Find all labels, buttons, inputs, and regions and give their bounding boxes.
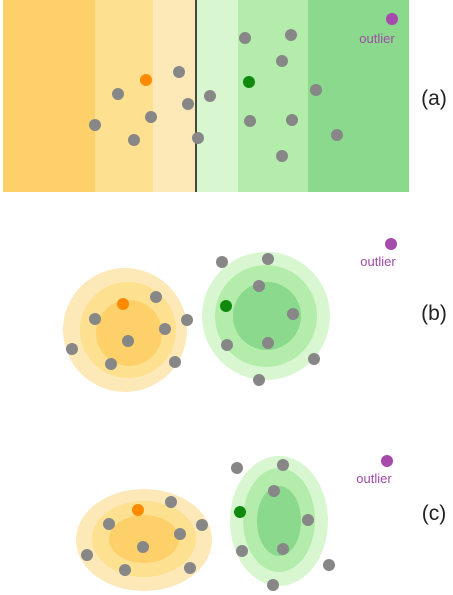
green-cluster-inner <box>257 486 301 556</box>
data-point <box>173 66 185 78</box>
green-prototype-point <box>234 506 246 518</box>
panel-c-points <box>81 459 335 591</box>
outlier-label: outlier <box>359 31 395 46</box>
orange-prototype-point <box>132 504 144 516</box>
data-point <box>182 98 194 110</box>
data-point <box>310 84 322 96</box>
data-point <box>66 343 78 355</box>
orange-band-near <box>153 0 196 192</box>
data-point <box>308 353 320 365</box>
data-point <box>277 459 289 471</box>
data-point <box>277 543 289 555</box>
data-point <box>302 514 314 526</box>
data-point <box>285 29 297 41</box>
outlier-point <box>386 13 398 25</box>
data-point <box>216 256 228 268</box>
data-point <box>192 132 204 144</box>
data-point <box>244 115 256 127</box>
data-point <box>137 541 149 553</box>
data-point <box>286 114 298 126</box>
data-point <box>221 339 233 351</box>
data-point <box>287 308 299 320</box>
orange-cluster-inner <box>96 300 162 366</box>
data-point <box>196 519 208 531</box>
data-point <box>236 545 248 557</box>
data-point <box>169 356 181 368</box>
data-point <box>239 32 251 44</box>
panel-label: (c) <box>422 502 447 525</box>
green-prototype-point <box>220 300 232 312</box>
data-point <box>268 485 280 497</box>
data-point <box>253 374 265 386</box>
orange-prototype-point <box>117 298 129 310</box>
data-point <box>81 549 93 561</box>
data-point <box>112 88 124 100</box>
panel-c: outlier (c) <box>76 455 446 591</box>
data-point <box>181 314 193 326</box>
green-band-near <box>196 0 238 192</box>
data-point <box>262 337 274 349</box>
data-point <box>276 150 288 162</box>
data-point <box>174 528 186 540</box>
data-point <box>253 280 265 292</box>
panel-b-points <box>66 253 320 386</box>
outlier-label: outlier <box>360 254 396 269</box>
data-point <box>103 518 115 530</box>
data-point <box>165 496 177 508</box>
data-point <box>89 313 101 325</box>
green-band-far <box>308 0 409 192</box>
panel-a-points <box>89 29 343 162</box>
data-point <box>159 323 171 335</box>
data-point <box>276 55 288 67</box>
orange-prototype-point <box>140 74 152 86</box>
data-point <box>150 291 162 303</box>
data-point <box>122 335 134 347</box>
panel-label: (a) <box>421 87 447 110</box>
data-point <box>204 90 216 102</box>
data-point <box>105 358 117 370</box>
green-prototype-point <box>243 76 255 88</box>
data-point <box>89 119 101 131</box>
data-point <box>267 579 279 591</box>
panel-a: outlier (a) <box>3 0 447 192</box>
panel-label: (b) <box>421 302 447 325</box>
data-point <box>128 134 140 146</box>
data-point <box>184 562 196 574</box>
data-point <box>231 462 243 474</box>
data-point <box>119 564 131 576</box>
data-point <box>262 253 274 265</box>
data-point <box>331 129 343 141</box>
orange-cluster-inner <box>109 515 179 563</box>
green-band-mid <box>238 0 308 192</box>
data-point <box>145 111 157 123</box>
outlier-label: outlier <box>356 471 392 486</box>
data-point <box>323 559 335 571</box>
orange-band-far <box>3 0 95 192</box>
green-cluster-inner <box>233 282 301 350</box>
orange-band-mid <box>95 0 153 192</box>
outlier-point <box>381 455 393 467</box>
panel-b: outlier (b) <box>63 238 447 392</box>
outlier-point <box>385 238 397 250</box>
